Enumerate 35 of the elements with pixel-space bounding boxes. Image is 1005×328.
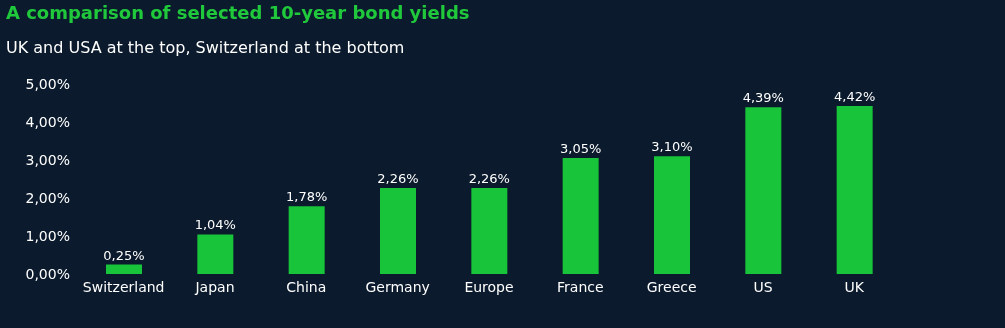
y-tick-label: 1,00% bbox=[25, 227, 70, 244]
bar bbox=[380, 188, 416, 274]
x-tick-label: Greece bbox=[646, 278, 697, 295]
y-tick-label: 0,00% bbox=[25, 265, 70, 282]
x-tick-label: Germany bbox=[365, 278, 430, 295]
data-label: 3,10% bbox=[651, 139, 693, 155]
data-label: 2,26% bbox=[468, 171, 510, 187]
bar bbox=[106, 264, 142, 274]
x-tick-label: France bbox=[557, 278, 604, 295]
data-label: 1,04% bbox=[194, 217, 236, 233]
bar bbox=[471, 188, 508, 274]
data-label: 1,78% bbox=[286, 189, 328, 205]
x-tick-label: US bbox=[753, 278, 773, 295]
x-tick-label: Europe bbox=[464, 278, 514, 295]
x-tick-label: China bbox=[286, 278, 327, 295]
y-tick-label: 3,00% bbox=[25, 151, 70, 168]
data-label: 0,25% bbox=[103, 247, 145, 263]
y-tick-label: 4,00% bbox=[25, 113, 70, 130]
bar bbox=[197, 234, 234, 274]
x-tick-label: UK bbox=[844, 278, 865, 295]
bar bbox=[562, 158, 599, 274]
chart-title: A comparison of selected 10-year bond yields bbox=[6, 2, 470, 23]
y-tick-label: 2,00% bbox=[25, 189, 70, 206]
x-tick-label: Japan bbox=[194, 278, 235, 295]
y-tick-label: 5,00% bbox=[25, 75, 70, 92]
data-label: 4,39% bbox=[742, 90, 784, 106]
data-label: 3,05% bbox=[560, 141, 602, 157]
x-tick-label: Switzerland bbox=[82, 278, 165, 295]
bar bbox=[745, 107, 782, 274]
chart-subtitle: UK and USA at the top, Switzerland at the bottom bbox=[6, 38, 405, 57]
bar bbox=[288, 206, 325, 274]
bar bbox=[836, 106, 873, 274]
data-label: 2,26% bbox=[377, 171, 419, 187]
data-label: 4,42% bbox=[834, 89, 876, 105]
bar bbox=[654, 156, 690, 274]
